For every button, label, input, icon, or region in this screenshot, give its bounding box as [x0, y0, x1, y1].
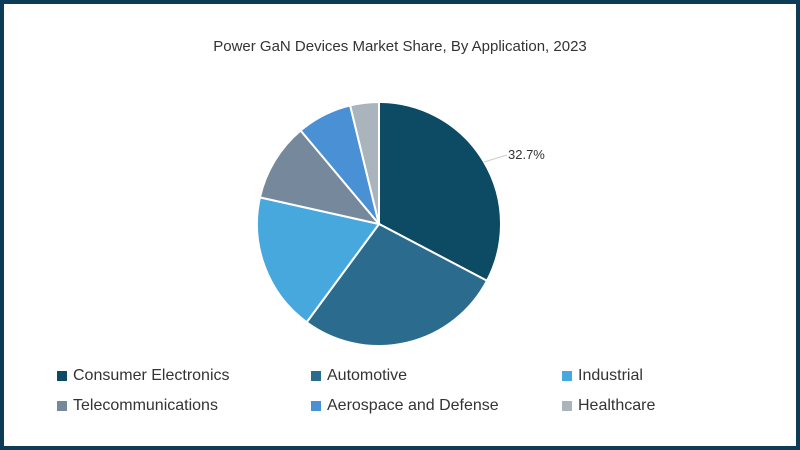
legend-swatch: [311, 371, 321, 381]
legend-swatch: [562, 401, 572, 411]
pie-slice-consumer-electronics: [378, 100, 502, 283]
annotation-leader-line: [483, 154, 508, 163]
pie-slice-telecommunications: [258, 129, 382, 226]
pie-slice-industrial: [256, 196, 381, 324]
legend-label: Automotive: [327, 367, 408, 384]
pie-chart: 32.7%: [256, 100, 545, 347]
legend-swatch: [562, 371, 572, 381]
legend-label: Healthcare: [578, 397, 656, 414]
legend-item-telecommunications: Telecommunications: [57, 397, 218, 415]
legend-item-industrial: Industrial: [562, 367, 643, 385]
legend-item-aerospace-and-defense: Aerospace and Defense: [311, 397, 499, 415]
pie-slice-healthcare: [348, 100, 380, 225]
legend-label: Aerospace and Defense: [327, 397, 499, 414]
pie-slice-automotive: [305, 222, 489, 347]
legend-item-consumer-electronics: Consumer Electronics: [57, 367, 230, 385]
annotation-label: 32.7%: [508, 147, 545, 162]
legend-item-healthcare: Healthcare: [562, 397, 655, 415]
legend: Consumer Electronics Automotive Industri…: [4, 4, 796, 446]
legend-swatch: [311, 401, 321, 411]
chart-frame: Power GaN Devices Market Share, By Appli…: [4, 4, 796, 446]
pie-slices: [256, 100, 502, 347]
legend-swatch: [57, 371, 67, 381]
legend-swatch: [57, 401, 67, 411]
legend-label: Industrial: [578, 367, 643, 384]
chart-title: Power GaN Devices Market Share, By Appli…: [213, 38, 587, 55]
legend-item-automotive: Automotive: [311, 367, 407, 385]
legend-label: Telecommunications: [73, 397, 218, 414]
legend-label: Consumer Electronics: [73, 367, 230, 384]
